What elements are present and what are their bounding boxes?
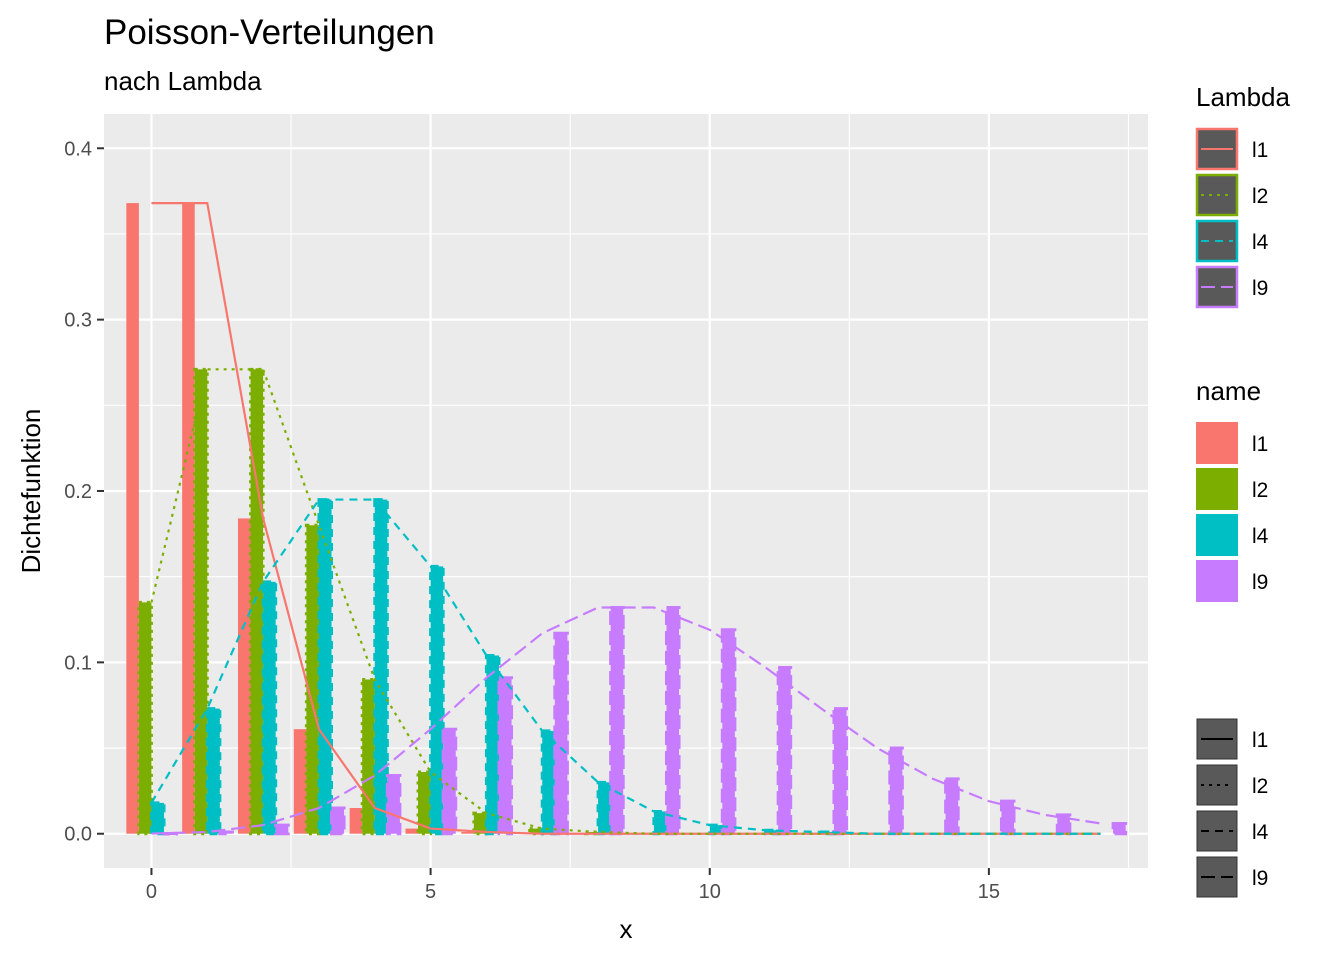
- bar-l9: [776, 666, 793, 836]
- y-axis-title: Dichtefunktion: [16, 409, 46, 574]
- bar-l2: [472, 811, 488, 836]
- bar-l9: [832, 707, 849, 836]
- line-l2: [150, 368, 1101, 835]
- legend-label: l1: [1252, 729, 1268, 752]
- bar-l1: [461, 832, 474, 834]
- y-tick-label: 0.0: [64, 824, 92, 846]
- bar-l9: [497, 676, 514, 836]
- lines-layer: [150, 202, 1101, 835]
- grid: [104, 114, 1148, 868]
- bar-l1: [126, 203, 139, 834]
- bar-l2: [304, 523, 321, 836]
- y-axis: 0.0 0.1 0.2 0.3 0.4: [64, 138, 104, 846]
- bar-l2: [193, 367, 209, 836]
- legend-key: [1196, 560, 1238, 602]
- bar-l4: [317, 498, 334, 836]
- legend-key: [1196, 422, 1238, 464]
- chart-subtitle: nach Lambda: [104, 66, 262, 96]
- legend-label: l4: [1252, 821, 1269, 844]
- legend-label: l9: [1252, 571, 1268, 594]
- x-axis-title: x: [620, 914, 633, 944]
- bar-l4: [205, 707, 222, 836]
- bar-l9: [218, 830, 234, 836]
- bar-l9: [720, 628, 737, 836]
- bar-l9: [1055, 813, 1072, 836]
- bar-l9: [664, 606, 681, 836]
- y-tick-label: 0.3: [64, 310, 92, 332]
- bar-series-l2: [137, 367, 600, 836]
- bar-l1: [405, 828, 419, 834]
- bar-l4: [652, 809, 668, 836]
- y-tick-label: 0.1: [64, 652, 92, 674]
- bar-l2: [416, 770, 433, 836]
- bar-l4: [429, 564, 445, 836]
- y-tick-label: 0.2: [64, 481, 92, 503]
- line-l9: [151, 606, 1101, 835]
- bar-l2: [137, 600, 153, 836]
- bar-l4: [149, 801, 166, 836]
- bar-l9: [609, 606, 625, 836]
- legend-linetype: l1 l2 l4 l9: [1196, 718, 1269, 898]
- legend-label: l2: [1252, 479, 1268, 502]
- x-tick-label: 15: [978, 881, 1000, 903]
- x-tick-label: 10: [699, 881, 721, 903]
- bar-l9: [385, 773, 402, 836]
- legend-title: Lambda: [1196, 82, 1290, 112]
- bar-l1: [237, 518, 251, 834]
- legend-label: l9: [1252, 277, 1268, 300]
- legend-key: [1196, 514, 1238, 556]
- legend-key: [1196, 468, 1238, 510]
- legend-title: name: [1196, 376, 1261, 406]
- bar-l4: [540, 729, 557, 836]
- legend-label: l1: [1252, 139, 1268, 162]
- legend-label: l4: [1252, 231, 1269, 254]
- x-axis: 0 5 10 15: [146, 868, 1000, 903]
- legend-label: l4: [1252, 525, 1269, 548]
- legend: Lambda l1 l2 l4 l9 name l1 l2 l4 l9 l1 l2 l4 l9: [1195, 82, 1290, 898]
- legend-name: name l1 l2 l4 l9: [1196, 376, 1269, 602]
- x-tick-label: 5: [425, 881, 436, 903]
- bar-l9: [274, 823, 290, 836]
- chart-title: Poisson-Verteilungen: [104, 13, 435, 52]
- legend-Lambda: Lambda l1 l2 l4 l9: [1195, 82, 1290, 309]
- bar-l9: [553, 631, 569, 836]
- bars-layer: [126, 203, 1128, 836]
- bar-l4: [596, 780, 613, 836]
- legend-label: l1: [1252, 433, 1268, 456]
- legend-label: l2: [1252, 185, 1268, 208]
- y-tick-label: 0.4: [64, 138, 92, 160]
- bar-l4: [373, 498, 389, 836]
- bar-l2: [249, 367, 265, 836]
- bar-l9: [441, 727, 458, 836]
- bar-series-l1: [126, 203, 474, 834]
- bar-l1: [182, 203, 195, 834]
- bar-l2: [360, 678, 377, 836]
- bar-l4: [261, 580, 278, 836]
- legend-label: l9: [1252, 867, 1268, 890]
- bar-l4: [484, 654, 501, 836]
- bar-l1: [293, 729, 307, 834]
- bar-l2: [528, 827, 544, 836]
- x-tick-label: 0: [146, 881, 157, 903]
- bar-l1: [349, 808, 363, 834]
- bar-l9: [1111, 821, 1128, 836]
- bar-series-l4: [149, 498, 836, 836]
- bar-l9: [330, 806, 346, 836]
- legend-label: l2: [1252, 775, 1268, 798]
